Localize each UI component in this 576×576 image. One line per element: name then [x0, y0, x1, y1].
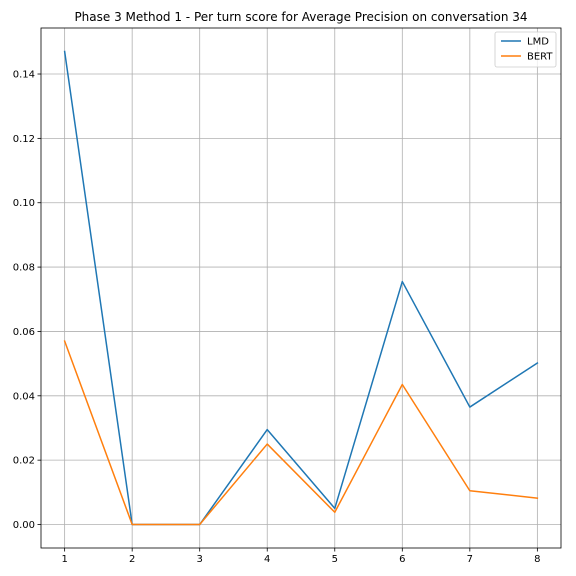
y-tick-label: 0.00 — [13, 520, 35, 531]
grid-lines — [41, 28, 561, 548]
legend-label-bert: BERT — [527, 52, 553, 63]
y-tick-label: 0.04 — [13, 391, 35, 402]
y-tick-label: 0.12 — [13, 134, 35, 145]
axis-ticks: 1 2 3 4 5 6 7 8 0.00 0.02 0.04 0.06 0.08 0.10 0.12 0.14 — [13, 70, 541, 565]
y-tick-label: 0.08 — [13, 263, 35, 274]
y-tick-label: 0.10 — [13, 198, 35, 209]
legend: LMD BERT — [494, 31, 557, 68]
x-tick-label: 5 — [332, 554, 338, 565]
y-tick-label: 0.06 — [13, 327, 35, 338]
series-line-bert — [63, 340, 539, 526]
series-lines — [63, 50, 539, 526]
x-tick-label: 3 — [197, 554, 203, 565]
x-tick-label: 7 — [467, 554, 473, 565]
legend-label-lmd: LMD — [527, 37, 549, 48]
plot-frame — [40, 27, 562, 549]
x-tick-label: 1 — [61, 554, 67, 565]
x-tick-label: 4 — [264, 554, 270, 565]
x-tick-label: 8 — [534, 554, 540, 565]
x-tick-label: 6 — [399, 554, 405, 565]
y-tick-label: 0.02 — [13, 456, 35, 467]
chart-title: Phase 3 Method 1 - Per turn score for Av… — [74, 10, 527, 24]
y-tick-label: 0.14 — [13, 70, 35, 81]
x-tick-label: 2 — [129, 554, 135, 565]
